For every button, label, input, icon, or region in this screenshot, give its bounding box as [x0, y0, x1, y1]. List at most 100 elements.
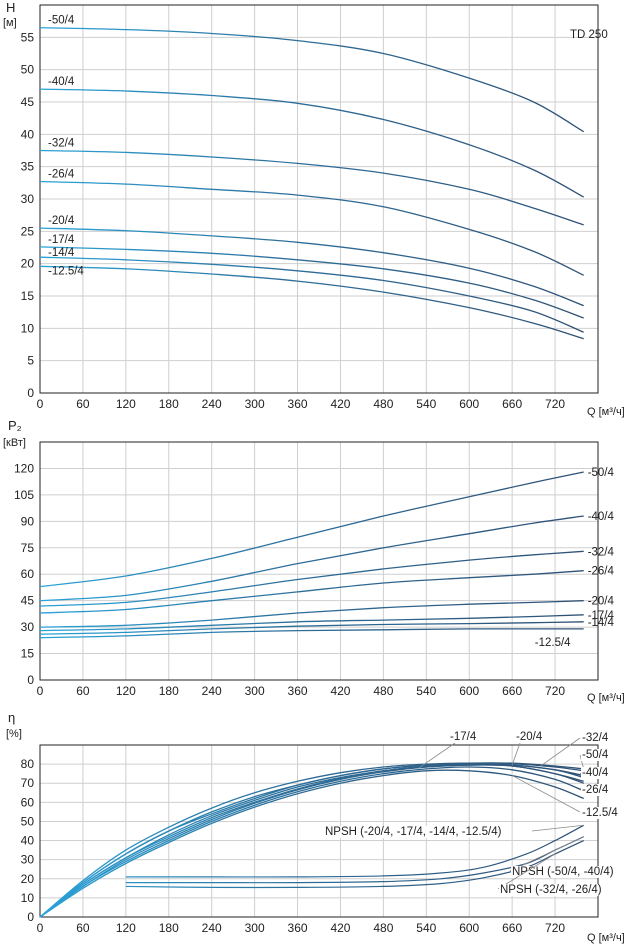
y-tick-label: 70 — [21, 776, 35, 790]
x-tick-label: 60 — [76, 684, 90, 698]
head-label-32-4: -32/4 — [48, 138, 75, 150]
head-label-17-4: -17/4 — [48, 234, 75, 246]
efficiency-label-npsh-32-4-26-4: NPSH (-32/4, -26/4) — [500, 884, 602, 896]
x-tick-label: 420 — [330, 397, 350, 411]
x-tick-label: 240 — [202, 921, 222, 935]
efficiency-label-12-5-4: -12.5/4 — [582, 807, 618, 819]
x-tick-label: 0 — [37, 921, 44, 935]
y-tick-label: 30 — [21, 192, 35, 206]
x-tick-label: 180 — [159, 397, 179, 411]
head-label-50-4: -50/4 — [48, 15, 75, 27]
x-tick-label: 0 — [37, 397, 44, 411]
y-tick-label: 0 — [27, 673, 34, 687]
x-tick-label: 180 — [159, 684, 179, 698]
callout-leader-17-4 — [418, 742, 456, 769]
y-tick-label: 55 — [21, 30, 35, 44]
pump-model-tag: TD 250 — [570, 29, 608, 41]
x-tick-label: 540 — [416, 397, 436, 411]
y-tick-label: 0 — [27, 386, 34, 400]
power-label-32-4: -32/4 — [588, 546, 615, 558]
head-label-26-4: -26/4 — [48, 169, 75, 181]
efficiency-x-label: Q [м³/ч] — [587, 932, 625, 944]
power-curve-12-5-4 — [39, 628, 584, 639]
y-tick-label: 45 — [21, 594, 35, 608]
efficiency-curve-npsh-20-4-17-4-14-4-12-5-4 — [125, 824, 584, 878]
efficiency-curve-32-4 — [39, 762, 584, 918]
callout-bg-40-4 — [581, 767, 610, 779]
efficiency-curve-npsh-32-4-26-4 — [125, 840, 584, 889]
head-ticks: 0 60 120 180 240 300 360 420 480 540 600 660 720 0 5 10… — [21, 30, 566, 411]
efficiency-label-npsh-20-4-17-4-14-4-12-5-4: NPSH (-20/4, -17/4, -14/4, -12.5/4) — [325, 826, 502, 838]
power-x-label: Q [м³/ч] — [587, 692, 625, 704]
power-ticks: 0 60 120 180 240 300 360 420 480 540 600 660 720 0 15 3… — [14, 461, 565, 698]
power-grid — [39, 441, 599, 681]
x-tick-label: 120 — [116, 684, 136, 698]
head-label-12-5-4: -12.5/4 — [48, 265, 84, 277]
x-tick-label: 720 — [545, 921, 565, 935]
x-tick-label: 240 — [202, 397, 222, 411]
plot-frame — [39, 744, 599, 918]
efficiency-label-40-4: -40/4 — [582, 767, 609, 779]
y-tick-label: 5 — [27, 354, 34, 368]
power-label-12-5-4: -12.5/4 — [535, 637, 571, 649]
x-tick-label: 480 — [373, 921, 393, 935]
efficiency-label-20-4: -20/4 — [516, 731, 543, 743]
efficiency-curve-20-4 — [39, 763, 584, 918]
power-label-20-4: -20/4 — [588, 596, 615, 608]
callout-bg-npsh-50-4-40-4 — [511, 866, 615, 878]
y-tick-label: 15 — [21, 289, 35, 303]
efficiency-y-unit: [%] — [6, 728, 22, 740]
x-tick-label: 480 — [373, 684, 393, 698]
head-x-label: Q [м³/ч] — [587, 406, 625, 418]
x-tick-label: 60 — [76, 921, 90, 935]
head-label-40-4: -40/4 — [48, 76, 75, 88]
power-curve-32-4 — [39, 550, 584, 607]
x-tick-label: 300 — [245, 921, 265, 935]
power-curve-40-4 — [39, 515, 584, 602]
callout-bg-20-4 — [515, 731, 544, 743]
x-tick-label: 240 — [202, 684, 222, 698]
power-panel: P₂ [кВт] -50/4-40/4-32/4-26/4-20/4-17/4-… — [3, 418, 625, 704]
callout-bg-npsh-32-4-26-4 — [499, 884, 603, 896]
x-tick-label: 60 — [76, 397, 90, 411]
callout-leader-npsh-32-4-26-4 — [497, 853, 556, 890]
y-tick-label: 60 — [21, 567, 35, 581]
x-tick-label: 300 — [245, 397, 265, 411]
callout-leader-npsh-20-4-17-4-14-4-12-5-4 — [531, 824, 584, 832]
head-panel: H [м] -50/4 -40/4 -32/4 -26/4 -20/4 -17/4-14/… — [3, 0, 625, 418]
y-tick-label: 50 — [21, 63, 35, 77]
efficiency-y-symbol: η — [8, 710, 15, 725]
callout-bg-26-4 — [581, 784, 610, 796]
callout-leader-npsh-50-4-40-4 — [509, 836, 584, 872]
power-curve-50-4 — [39, 471, 584, 588]
y-tick-label: 80 — [21, 757, 35, 771]
efficiency-curve-17-4 — [39, 764, 584, 918]
y-tick-label: 35 — [21, 160, 35, 174]
power-curve-26-4 — [39, 570, 584, 614]
x-tick-label: 720 — [545, 684, 565, 698]
power-label-50-4: -50/4 — [588, 467, 615, 479]
x-tick-label: 660 — [502, 397, 522, 411]
x-tick-label: 360 — [288, 921, 308, 935]
power-curve-20-4 — [39, 600, 584, 628]
callout-bg-17-4 — [449, 731, 478, 743]
head-curve-14-4 — [39, 256, 584, 333]
x-tick-label: 720 — [545, 397, 565, 411]
y-tick-label: 20 — [21, 257, 35, 271]
y-tick-label: 0 — [27, 910, 34, 924]
y-tick-label: 20 — [21, 872, 35, 886]
x-tick-label: 600 — [459, 684, 479, 698]
x-tick-label: 0 — [37, 684, 44, 698]
head-label-14-4: -14/4 — [48, 247, 75, 259]
y-tick-label: 25 — [21, 224, 35, 238]
power-label-17-4: -17/4 — [588, 610, 615, 622]
power-curve-17-4 — [39, 614, 584, 632]
plot-frame — [39, 4, 599, 394]
y-tick-label: 105 — [14, 488, 34, 502]
efficiency-curve-npsh-50-4-40-4 — [125, 836, 584, 884]
y-tick-label: 10 — [21, 321, 35, 335]
efficiency-callouts: -17/4 -20/4 -32/4 -50/4 -40/4 -26/4 -12.5/4 NPS… — [324, 731, 620, 896]
y-tick-label: 30 — [21, 620, 35, 634]
head-curve-32-4 — [39, 149, 584, 226]
